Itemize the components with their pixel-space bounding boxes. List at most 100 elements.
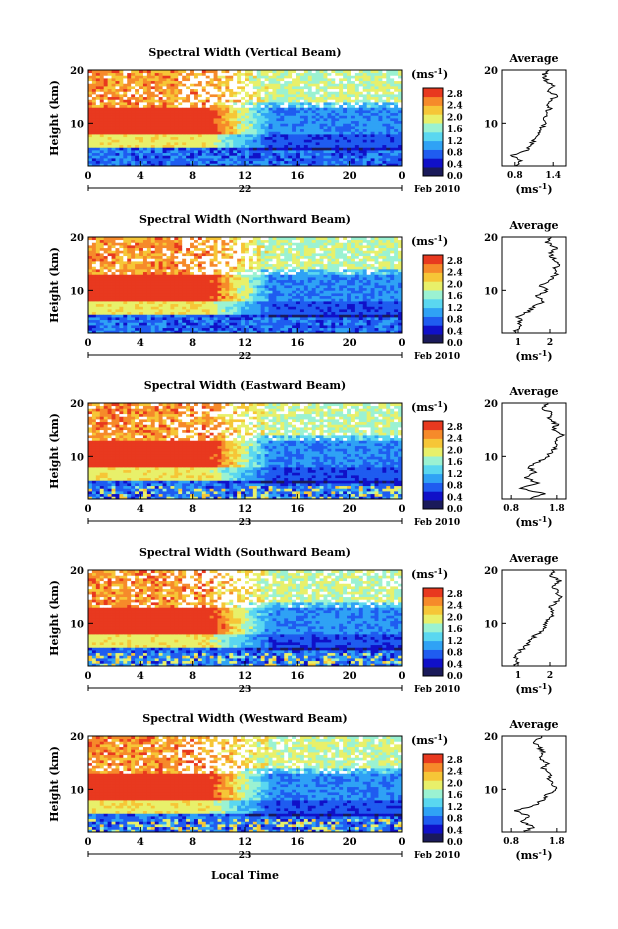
heatmap-cell [213, 295, 218, 299]
heatmap-cell [146, 274, 152, 278]
heatmap-cell [166, 253, 171, 257]
heatmap-cell [103, 99, 109, 103]
heatmap-cell [99, 279, 105, 283]
heatmap-cell [264, 263, 269, 267]
heatmap-cell [245, 126, 250, 130]
heatmap-cell [178, 327, 183, 331]
heatmap-cell [178, 319, 183, 323]
heatmap-cell [186, 131, 191, 135]
heatmap-cell [139, 152, 144, 156]
heatmap-cell [178, 139, 183, 143]
heatmap-cell [374, 158, 379, 162]
heatmap-cell [378, 102, 383, 106]
heatmap-cell [331, 160, 336, 164]
heatmap-cell [95, 94, 101, 98]
heatmap-cell [245, 293, 250, 297]
heatmap-cell [166, 303, 171, 307]
heatmap-cell [91, 147, 97, 151]
heatmap-cell [221, 160, 226, 164]
heatmap-cell [268, 86, 273, 90]
heatmap-cell [296, 107, 301, 111]
heatmap-cell [154, 266, 160, 270]
heatmap-cell [217, 322, 222, 326]
heatmap-cell [88, 269, 93, 273]
heatmap-cell [170, 123, 175, 127]
heatmap-cell [288, 160, 293, 164]
heatmap-cell [162, 271, 167, 275]
heatmap-cell [343, 160, 348, 164]
heatmap-cell [174, 239, 179, 243]
heatmap-cell [91, 139, 97, 143]
heatmap-cell [146, 303, 152, 307]
heatmap-cell [280, 131, 285, 135]
heatmap-cell [88, 147, 93, 151]
heatmap-cell [394, 123, 399, 127]
heatmap-cell [350, 70, 356, 74]
heatmap-cell [354, 78, 360, 82]
x-axis: 0 4 8 12 16 20 022 Feb 2010 [85, 161, 460, 195]
heatmap-cell [162, 123, 167, 127]
heatmap-cell [209, 131, 215, 135]
heatmap-cell [299, 88, 305, 92]
heatmap-cell [190, 311, 195, 315]
heatmap-cell [292, 319, 297, 323]
heatmap-cell [99, 131, 105, 135]
heatmap-cell [186, 237, 191, 241]
heatmap-cell [225, 78, 230, 82]
heatmap-cell [343, 120, 348, 124]
heatmap-cell [190, 255, 195, 259]
heatmap-cell [307, 330, 313, 334]
heatmap-cell [91, 317, 97, 321]
heatmap-cell [197, 110, 203, 114]
heatmap-cell [154, 144, 160, 148]
heatmap-cell [166, 314, 171, 318]
heatmap-cell [248, 253, 254, 257]
heatmap-cell [268, 269, 273, 273]
heatmap-cell [182, 163, 187, 167]
heatmap-cell [315, 144, 320, 148]
heatmap-cell [354, 70, 360, 74]
heatmap-cell [127, 70, 132, 74]
heatmap-cell [217, 269, 222, 273]
heatmap-cell [182, 126, 187, 130]
heatmap-cell [201, 72, 207, 76]
heatmap-cell [95, 263, 101, 267]
heatmap-cell [95, 303, 101, 307]
heatmap-cell [111, 86, 116, 90]
heatmap-cell [111, 80, 116, 84]
heatmap-cell [319, 112, 324, 116]
heatmap-cell [319, 86, 324, 90]
heatmap-cell [139, 72, 144, 76]
heatmap-cell [272, 94, 277, 98]
heatmap-cell [229, 317, 234, 321]
x-tick-label: 0 [85, 171, 92, 182]
heatmap-cell [276, 301, 281, 305]
heatmap-cell [88, 91, 93, 95]
heatmap-cell [256, 142, 262, 146]
heatmap-cell [296, 158, 301, 162]
heatmap-cell [347, 150, 352, 154]
heatmap-cell [347, 96, 352, 100]
heatmap-cell [142, 245, 148, 249]
heatmap-cell [288, 107, 293, 111]
heatmap-cell [398, 160, 403, 164]
heatmap-cell [162, 118, 167, 122]
heatmap-cell [127, 314, 132, 318]
heatmap-cell [280, 163, 285, 167]
heatmap-cell [280, 255, 285, 259]
heatmap-cell [115, 110, 120, 114]
heatmap-cell [150, 330, 156, 334]
heatmap-cell [394, 152, 399, 156]
heatmap-cell [190, 152, 195, 156]
heatmap-cell [170, 96, 175, 100]
heatmap-cell [276, 319, 281, 323]
heatmap-cell [299, 80, 305, 84]
heatmap-cell [229, 83, 234, 87]
heatmap-cell [319, 102, 324, 106]
heatmap-cell [174, 298, 179, 302]
heatmap-cell [307, 237, 313, 241]
heatmap-cell [205, 163, 211, 167]
heatmap-cell [170, 253, 175, 257]
heatmap-cell [205, 295, 211, 299]
heatmap-cell [386, 158, 391, 162]
